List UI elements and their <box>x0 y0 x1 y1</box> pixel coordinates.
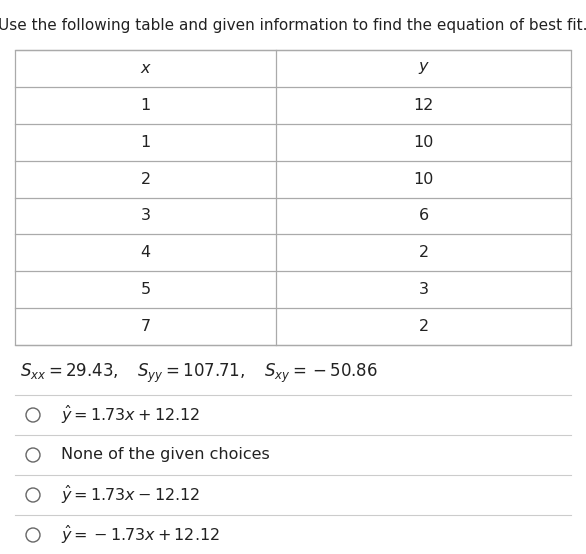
Circle shape <box>26 408 40 422</box>
Text: $\hat{y} = -1.73x + 12.12$: $\hat{y} = -1.73x + 12.12$ <box>61 524 220 546</box>
Text: 1: 1 <box>141 135 151 150</box>
Text: 2: 2 <box>418 319 429 334</box>
Text: $\hat{y} = 1.73x - 12.12$: $\hat{y} = 1.73x - 12.12$ <box>61 484 200 506</box>
Text: Use the following table and given information to find the equation of best fit.: Use the following table and given inform… <box>0 18 586 33</box>
Text: $\hat{y} = 1.73x + 12.12$: $\hat{y} = 1.73x + 12.12$ <box>61 404 200 426</box>
Text: 12: 12 <box>414 98 434 113</box>
Text: $S_{xx} = 29.43, \quad S_{yy} = 107.71, \quad S_{xy} = -50.86$: $S_{xx} = 29.43, \quad S_{yy} = 107.71, … <box>20 361 378 384</box>
Text: 2: 2 <box>141 172 151 187</box>
Text: $x$: $x$ <box>139 61 152 76</box>
Text: 6: 6 <box>418 208 429 223</box>
Circle shape <box>26 448 40 462</box>
Circle shape <box>26 488 40 502</box>
Text: 7: 7 <box>141 319 151 334</box>
Text: 4: 4 <box>141 245 151 260</box>
Text: $y$: $y$ <box>418 60 430 76</box>
Text: 10: 10 <box>414 172 434 187</box>
Text: 1: 1 <box>141 98 151 113</box>
Text: 2: 2 <box>418 245 429 260</box>
Text: 5: 5 <box>141 282 151 297</box>
Circle shape <box>26 528 40 542</box>
Bar <box>15 50 571 345</box>
Text: 3: 3 <box>141 208 151 223</box>
Text: 10: 10 <box>414 135 434 150</box>
Text: 3: 3 <box>418 282 429 297</box>
Text: None of the given choices: None of the given choices <box>61 448 270 463</box>
